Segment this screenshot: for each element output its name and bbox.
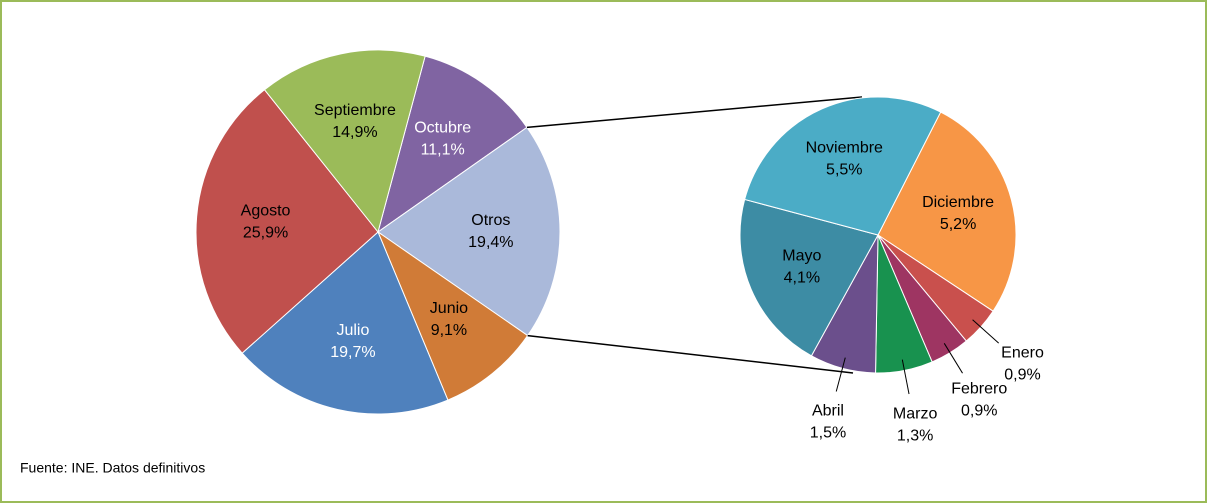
connector-line: [527, 334, 854, 374]
leader-line: [835, 357, 846, 392]
pie-slice: [195, 89, 379, 354]
slice-label: Abril: [812, 403, 844, 420]
connector-line: [526, 96, 863, 129]
leader-line: [972, 319, 1000, 344]
slice-value-label: 5,2%: [940, 216, 976, 233]
pie-slice: [377, 55, 528, 234]
slice-label: Junio: [430, 300, 468, 317]
slice-label: Enero: [1001, 345, 1044, 362]
source-note: Fuente: INE. Datos definitivos: [20, 460, 205, 476]
slice-label: Diciembre: [922, 194, 994, 211]
pie-slice: [739, 198, 879, 357]
pie-slice: [263, 49, 426, 234]
slice-value-label: 0,9%: [961, 403, 997, 420]
slice-label: Febrero: [951, 381, 1007, 398]
slice-value-label: 0,9%: [1004, 367, 1040, 384]
pie-slice: [376, 230, 529, 401]
slice-label: Septiembre: [314, 102, 396, 119]
slice-value-label: 19,4%: [468, 234, 513, 251]
slice-value-label: 1,5%: [810, 425, 846, 442]
slice-label: Julio: [336, 322, 369, 339]
slice-label: Otros: [471, 212, 510, 229]
slice-value-label: 11,1%: [421, 142, 465, 159]
slice-label: Marzo: [893, 406, 938, 423]
slice-value-label: 1,3%: [897, 428, 933, 445]
pie-slice: [377, 126, 561, 337]
slice-value-label: 4,1%: [784, 270, 820, 287]
slice-value-label: 25,9%: [243, 225, 288, 242]
slice-value-label: 9,1%: [431, 322, 467, 339]
pie-slice: [744, 96, 942, 236]
slice-value-label: 19,7%: [330, 344, 375, 361]
slice-value-label: 5,5%: [826, 162, 862, 179]
slice-label: Agosto: [241, 203, 291, 220]
slice-value-label: 14,9%: [332, 124, 377, 141]
pie-slice: [877, 111, 1017, 312]
slice-label: Octubre: [414, 120, 471, 137]
slice-label: Mayo: [782, 248, 821, 265]
slice-label: Noviembre: [806, 140, 883, 157]
pie-slice: [241, 231, 449, 415]
leader-line: [943, 343, 963, 374]
leader-line: [901, 359, 910, 395]
